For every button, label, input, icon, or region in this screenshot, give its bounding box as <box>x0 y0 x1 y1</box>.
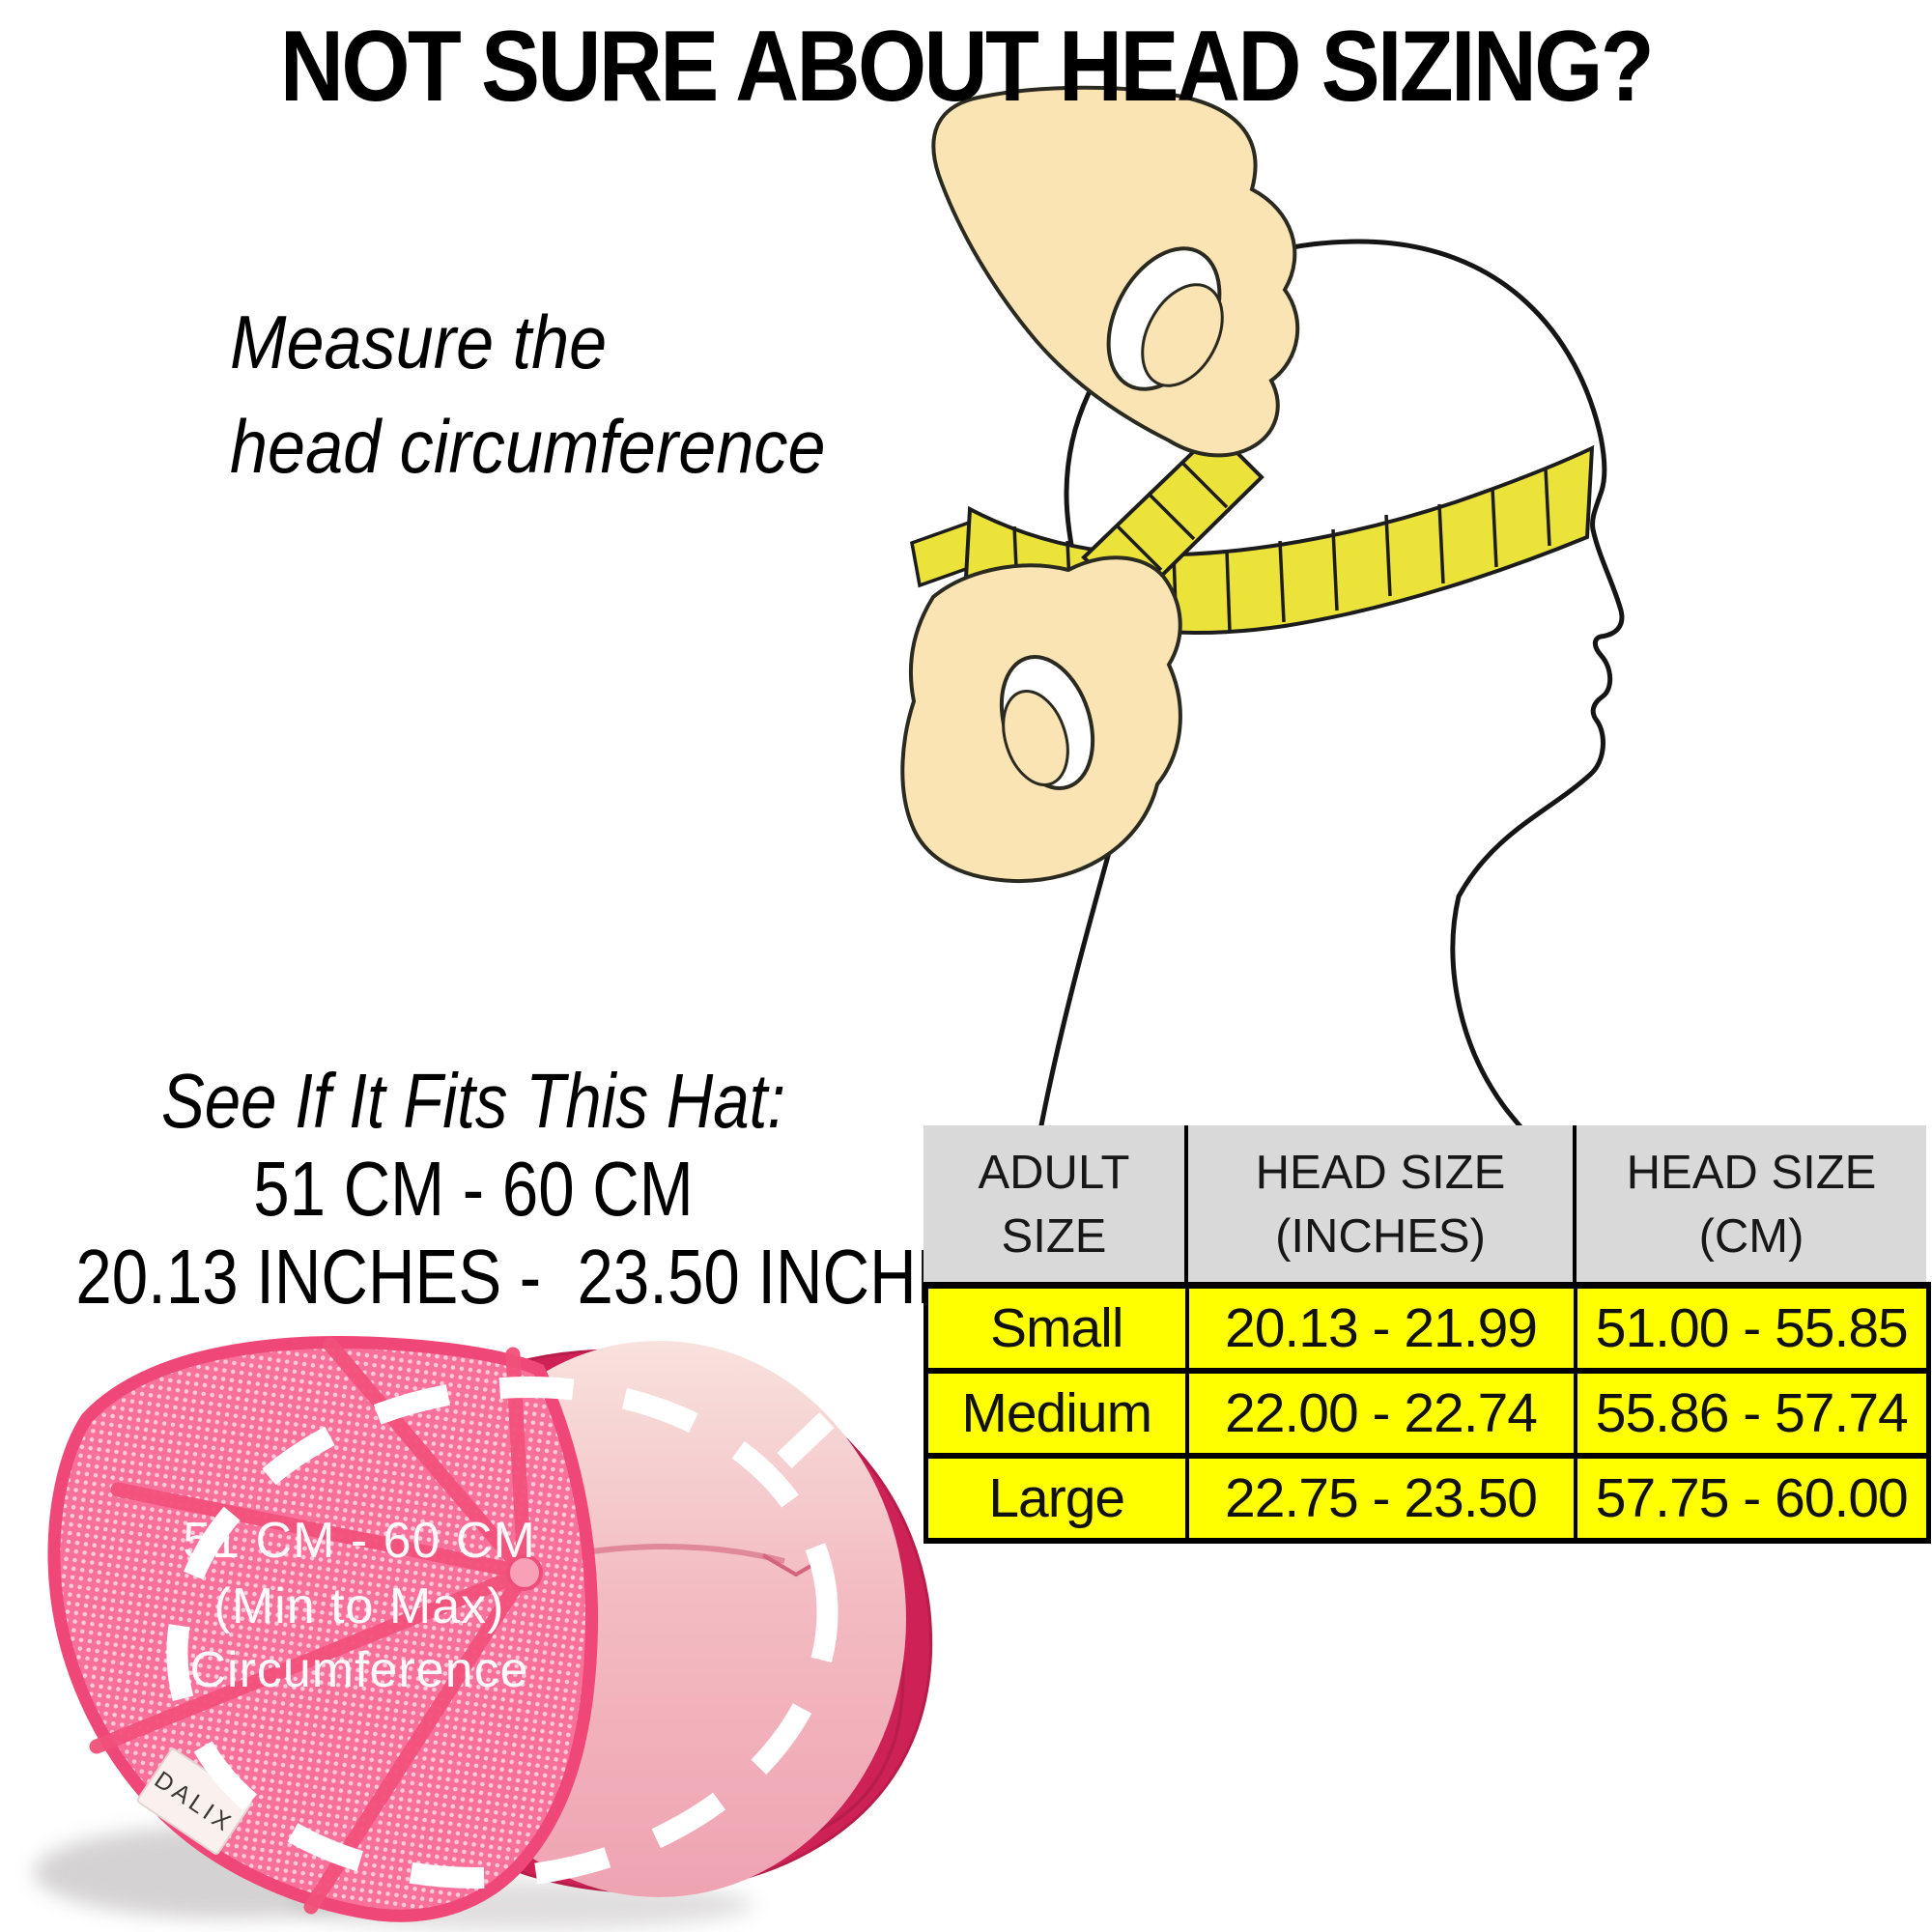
arrow-tail-dash <box>777 1412 835 1468</box>
cell-inches: 22.00 - 22.74 <box>1184 1368 1577 1458</box>
measure-note-line2: head circumference <box>230 404 826 489</box>
hat-overlay-line1: 51 CM - 60 CM <box>183 1513 536 1569</box>
upper-hand <box>931 85 1300 458</box>
hat-photo: DALIX 51 CM - 60 CM (Min to Max) Circumf… <box>34 1336 933 1930</box>
header-head-size-inches: HEAD SIZE (INCHES) <box>1184 1125 1573 1282</box>
hat-overlay-line2: (Min to Max) <box>214 1578 505 1634</box>
cell-size: Small <box>923 1282 1189 1373</box>
hat-overlay-line3: Circumference <box>189 1642 528 1698</box>
table-row: Large 22.75 - 23.50 57.75 - 60.00 <box>923 1453 1931 1543</box>
header-head-size-cm: HEAD SIZE (CM) <box>1573 1125 1926 1282</box>
fit-note: See If It Fits This Hat: 51 CM - 60 CM 2… <box>75 1057 1004 1321</box>
tape-end-segment-lines <box>1115 461 1229 572</box>
lower-hand <box>900 555 1182 884</box>
header-adult-size: ADULT SIZE <box>923 1125 1184 1282</box>
size-table-body: Small 20.13 - 21.99 51.00 - 55.85 Medium… <box>923 1282 1931 1544</box>
measure-note-line1: Measure the <box>230 299 608 384</box>
cell-size: Large <box>923 1453 1189 1543</box>
size-table-header: ADULT SIZE HEAD SIZE (INCHES) HEAD SIZE … <box>923 1125 1926 1282</box>
table-row: Medium 22.00 - 22.74 55.86 - 57.74 <box>923 1368 1931 1458</box>
cell-inches: 22.75 - 23.50 <box>1184 1453 1577 1543</box>
cell-cm: 57.75 - 60.00 <box>1573 1453 1931 1543</box>
hat-overlay-text: 51 CM - 60 CM (Min to Max) Circumference <box>183 1513 536 1698</box>
measure-note: Measure the head circumference <box>230 290 826 498</box>
fit-note-inch-range: 20.13 INCHES - 23.50 INCHES <box>75 1234 1004 1320</box>
cell-inches: 20.13 - 21.99 <box>1184 1282 1577 1373</box>
arrow-icon <box>837 1354 916 1436</box>
crown-button <box>506 1554 543 1591</box>
fit-note-cm-range: 51 CM - 60 CM <box>253 1146 694 1232</box>
cell-size: Medium <box>923 1368 1189 1458</box>
table-row: Small 20.13 - 21.99 51.00 - 55.85 <box>923 1282 1931 1373</box>
dashed-circumference-circle <box>166 1377 838 1889</box>
page-title: NOT SURE ABOUT HEAD SIZING? <box>279 11 1655 123</box>
cell-cm: 51.00 - 55.85 <box>1573 1282 1931 1373</box>
head-profile-illustration <box>900 85 1625 1132</box>
size-table: ADULT SIZE HEAD SIZE (INCHES) HEAD SIZE … <box>923 1125 1931 1544</box>
cell-cm: 55.86 - 57.74 <box>1573 1368 1931 1458</box>
fit-note-heading: See If It Fits This Hat: <box>160 1058 786 1144</box>
